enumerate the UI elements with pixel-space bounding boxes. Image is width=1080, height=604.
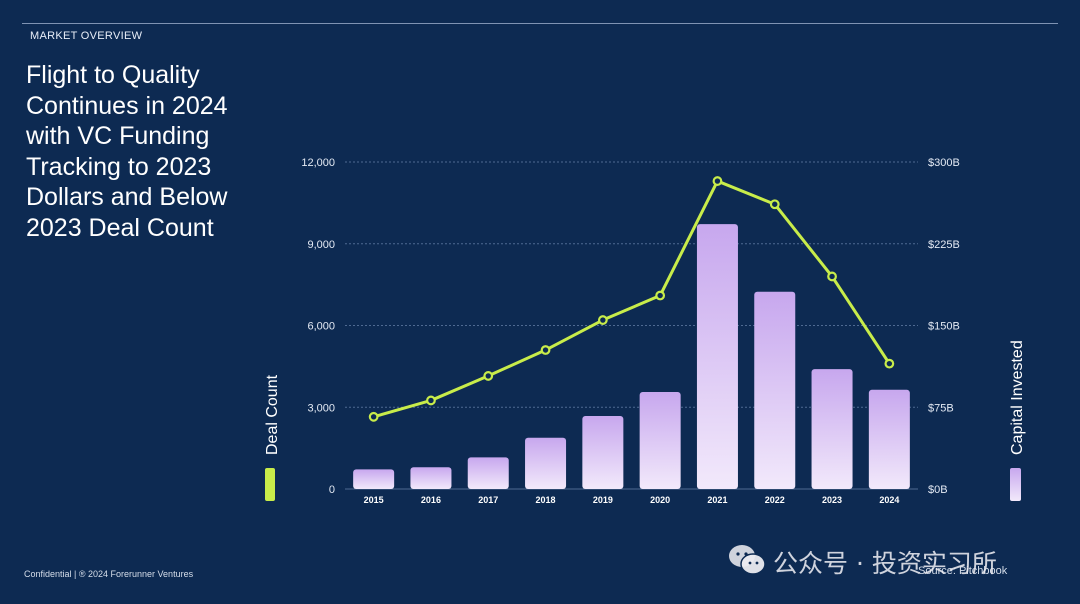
capital-bar-2024 [868, 389, 910, 489]
x-axis-tick: 2024 [879, 495, 899, 505]
slide-title: Flight to Quality Continues in 2024 with… [26, 61, 228, 242]
left-axis-tick: 9,000 [307, 239, 335, 251]
deal-count-point-2017 [483, 371, 494, 381]
left-axis-tick: 0 [329, 484, 335, 496]
capital-bar-2019 [582, 415, 624, 489]
deal-count-point-2024 [884, 358, 895, 369]
footer-source: Source: Pitchbook [918, 565, 1008, 577]
x-axis-tick: 2022 [765, 495, 785, 505]
deal-count-point-2020 [655, 290, 666, 301]
deal-count-point-2022 [769, 199, 780, 210]
left-axis-tick: 3,000 [307, 402, 335, 414]
capital-invested-legend-swatch [1010, 468, 1021, 501]
capital-bar-2023 [811, 369, 853, 489]
x-axis-tick: 2016 [421, 495, 441, 505]
x-axis-tick: 2017 [478, 495, 498, 505]
deal-count-line [373, 179, 891, 419]
axis-ticks: 0 3,000 6,000 9,000 12,000 $0B $75B $150B $225B $… [301, 157, 959, 505]
x-axis-tick: 2015 [364, 495, 384, 505]
capital-bar-2022 [754, 291, 796, 489]
bars [353, 224, 910, 489]
x-axis-tick: 2021 [707, 495, 727, 505]
deal-count-point-2016 [426, 395, 436, 406]
section-label: MARKET OVERVIEW [30, 30, 143, 42]
right-axis-tick: $0B [928, 484, 948, 496]
right-axis-tick: $75B [928, 402, 954, 414]
right-axis-tick: $150B [928, 321, 960, 333]
capital-bar-2016 [410, 467, 452, 489]
x-axis-tick: 2020 [650, 495, 670, 505]
right-axis-tick: $225B [928, 239, 960, 251]
wechat-icon [729, 545, 766, 575]
capital-bar-2018 [525, 437, 567, 489]
footer-confidential: Confidential | ® 2024 Forerunner Venture… [24, 569, 194, 579]
left-axis-tick: 12,000 [301, 157, 335, 169]
top-divider [22, 23, 1058, 24]
left-axis-title: Deal Count [264, 374, 281, 455]
deal-count-legend-swatch [265, 468, 275, 501]
deal-count-point-2015 [368, 411, 379, 422]
deal-count-point-2021 [712, 176, 723, 186]
capital-bar-2015 [353, 469, 395, 489]
x-axis-tick: 2019 [593, 495, 613, 505]
deal-count-point-2019 [597, 315, 608, 325]
deal-count-point-2023 [827, 271, 837, 282]
right-axis-tick: $300B [928, 157, 960, 169]
x-axis-tick: 2018 [536, 495, 556, 505]
left-axis-tick: 6,000 [307, 321, 335, 333]
watermark-text: 公众号 · 投资实习所 [773, 549, 997, 578]
deal-count-line-layer [368, 176, 895, 422]
right-axis-title: Capital Invested [1009, 340, 1026, 455]
capital-bar-2020 [639, 391, 681, 489]
deal-count-point-2018 [540, 345, 551, 355]
x-axis-tick: 2023 [822, 495, 842, 505]
capital-bar-2017 [467, 457, 509, 489]
capital-bar-2021 [696, 224, 738, 489]
